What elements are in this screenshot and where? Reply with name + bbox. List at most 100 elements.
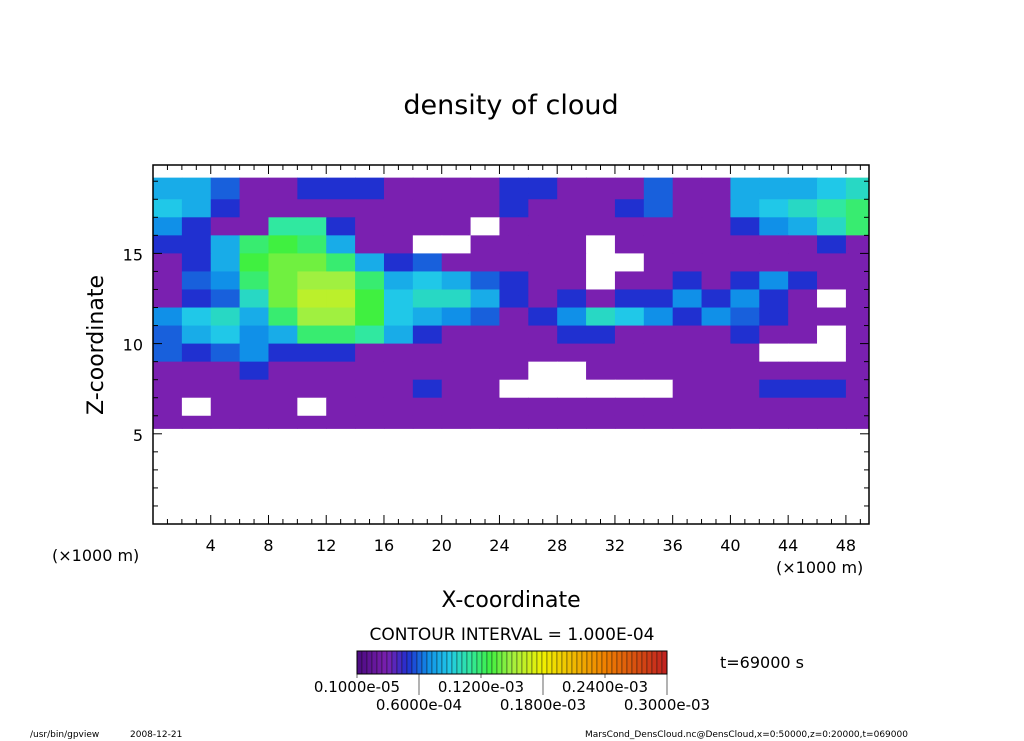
heatmap-cell bbox=[210, 271, 241, 290]
colorbar-segment bbox=[456, 650, 463, 675]
colorbar-segment bbox=[651, 650, 658, 675]
heatmap-cell bbox=[643, 415, 674, 429]
heatmap-cell bbox=[643, 177, 674, 200]
x-tick-label: 8 bbox=[263, 536, 273, 555]
heatmap-cell bbox=[845, 199, 870, 218]
heatmap-cell bbox=[499, 379, 529, 399]
heatmap-cell bbox=[355, 253, 385, 272]
heatmap-cell bbox=[528, 397, 558, 417]
heatmap-cell bbox=[470, 217, 500, 236]
colorbar-segment bbox=[626, 650, 633, 675]
heatmap-cell bbox=[557, 379, 587, 399]
heatmap-cell bbox=[355, 289, 385, 309]
heatmap-cell bbox=[239, 235, 269, 254]
heatmap-cell bbox=[441, 177, 472, 200]
heatmap-cell bbox=[441, 289, 472, 309]
heatmap-cell bbox=[383, 379, 414, 399]
heatmap-cell bbox=[153, 307, 183, 327]
heatmap-cell bbox=[181, 325, 212, 345]
heatmap-cell bbox=[730, 253, 760, 272]
heatmap-cell bbox=[845, 307, 870, 327]
heatmap-cell bbox=[759, 397, 789, 417]
heatmap-cell bbox=[297, 343, 327, 363]
heatmap-cell bbox=[586, 177, 616, 200]
heatmap-cell bbox=[210, 397, 241, 417]
colorbar-segment bbox=[511, 650, 518, 675]
heatmap-cell bbox=[268, 199, 298, 218]
heatmap-cell bbox=[557, 415, 587, 429]
heatmap-cell bbox=[326, 177, 356, 200]
heatmap-cell bbox=[817, 415, 847, 429]
heatmap-cell bbox=[845, 379, 870, 399]
heatmap-cell bbox=[817, 397, 847, 417]
heatmap-cell bbox=[701, 199, 731, 218]
colorbar-segment bbox=[641, 650, 648, 675]
heatmap-cell bbox=[730, 361, 760, 381]
heatmap-cell bbox=[239, 177, 269, 200]
heatmap-cell bbox=[672, 289, 703, 309]
colorbar-segment bbox=[376, 650, 383, 675]
x-tick-label: 28 bbox=[547, 536, 567, 555]
heatmap-cell bbox=[614, 289, 645, 309]
heatmap-cell bbox=[355, 199, 385, 218]
heatmap-cell bbox=[499, 325, 529, 345]
x-tick-label: 20 bbox=[432, 536, 452, 555]
heatmap-cell bbox=[326, 325, 356, 345]
heatmap-cell bbox=[701, 343, 731, 363]
heatmap-cell bbox=[470, 307, 500, 327]
heatmap-cell bbox=[788, 325, 818, 345]
heatmap-cell bbox=[153, 235, 183, 254]
heatmap-cell bbox=[470, 325, 500, 345]
heatmap-cell bbox=[672, 253, 703, 272]
heatmap-cell bbox=[153, 361, 183, 381]
heatmap-cell bbox=[470, 199, 500, 218]
heatmap-cell bbox=[210, 379, 241, 399]
heatmap-cell bbox=[268, 177, 298, 200]
heatmap-cell bbox=[355, 325, 385, 345]
colorbar-segment bbox=[411, 650, 418, 675]
heatmap-cell bbox=[153, 289, 183, 309]
heatmap-cell bbox=[355, 415, 385, 429]
heatmap-cell bbox=[210, 289, 241, 309]
colorbar-labels: 0.1000e-050.6000e-040.1200e-030.1800e-03… bbox=[314, 674, 710, 714]
heatmap-cell bbox=[817, 253, 847, 272]
heatmap-cell bbox=[614, 307, 645, 327]
heatmap-cell bbox=[701, 289, 731, 309]
heatmap-cell bbox=[845, 361, 870, 381]
heatmap-cell bbox=[383, 361, 414, 381]
heatmap-cell bbox=[701, 217, 731, 236]
heatmap-cell bbox=[499, 307, 529, 327]
heatmap-cell bbox=[557, 289, 587, 309]
heatmap-cell bbox=[441, 271, 472, 290]
colorbar-segment bbox=[431, 650, 438, 675]
heatmap-cell bbox=[268, 361, 298, 381]
heatmap-cell bbox=[441, 379, 472, 399]
heatmap-cell bbox=[239, 379, 269, 399]
heatmap-cell bbox=[643, 271, 674, 290]
heatmap-cell bbox=[759, 199, 789, 218]
colorbar-segment bbox=[366, 650, 373, 675]
heatmap-cell bbox=[441, 235, 472, 254]
heatmap-cell bbox=[701, 307, 731, 327]
colorbar-segment bbox=[356, 650, 363, 675]
heatmap-cell bbox=[355, 361, 385, 381]
heatmap-cell bbox=[845, 253, 870, 272]
heatmap-cell bbox=[441, 325, 472, 345]
heatmap-cell bbox=[499, 177, 529, 200]
heatmap-cell bbox=[759, 379, 789, 399]
heatmap-cell bbox=[383, 199, 414, 218]
heatmap-cell bbox=[239, 325, 269, 345]
heatmap-cell bbox=[383, 397, 414, 417]
heatmap-cell bbox=[643, 361, 674, 381]
heatmap-cell bbox=[239, 343, 269, 363]
colorbar-tick-label: 0.1200e-03 bbox=[438, 678, 524, 696]
heatmap-cell bbox=[528, 415, 558, 429]
heatmap-cell bbox=[788, 415, 818, 429]
heatmap-cell bbox=[672, 199, 703, 218]
heatmap-cell bbox=[759, 271, 789, 290]
heatmap-cell bbox=[470, 253, 500, 272]
heatmap-cell bbox=[643, 289, 674, 309]
heatmap-cell bbox=[239, 289, 269, 309]
heatmap-cell bbox=[181, 199, 212, 218]
